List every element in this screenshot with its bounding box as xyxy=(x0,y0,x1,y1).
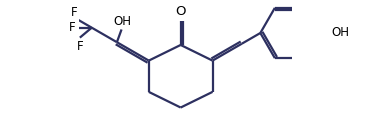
Text: OH: OH xyxy=(114,15,131,28)
Text: OH: OH xyxy=(331,26,349,39)
Text: F: F xyxy=(71,6,77,19)
Text: F: F xyxy=(69,21,75,34)
Text: F: F xyxy=(76,40,83,53)
Text: O: O xyxy=(175,5,186,18)
